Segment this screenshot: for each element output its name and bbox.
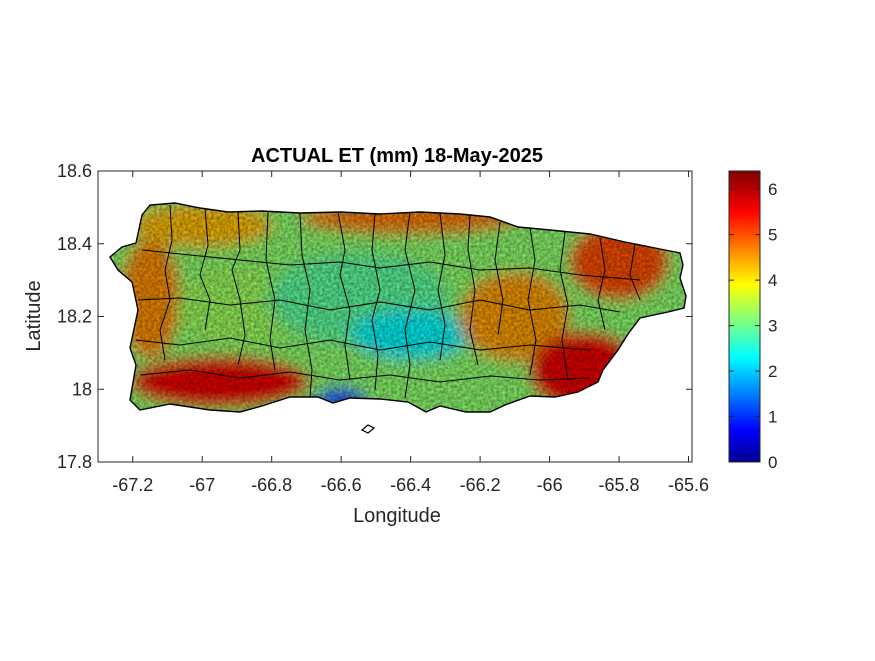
municipality-boundary	[437, 212, 446, 361]
colorbar-tick-label: 3	[768, 317, 777, 336]
municipality-boundary	[629, 243, 641, 301]
x-tick-label: -66.2	[460, 475, 501, 495]
colorbar-tick-label: 5	[768, 226, 777, 245]
municipality-boundary	[199, 207, 211, 331]
y-tick-label: 17.8	[57, 452, 92, 472]
municipality-boundary	[559, 231, 569, 381]
island-outline	[109, 202, 687, 413]
x-tick-label: -67.2	[112, 475, 153, 495]
municipality-boundary	[467, 214, 479, 366]
x-tick-label: -66	[537, 475, 563, 495]
municipality-boundary	[159, 204, 173, 361]
y-tick-label: 18.4	[57, 234, 92, 254]
colorbar-tick-label: 0	[768, 453, 777, 472]
municipality-boundary	[494, 221, 504, 336]
municipality-boundary	[141, 249, 641, 281]
x-axis-label: Longitude	[353, 505, 441, 527]
x-tick-label: -67	[189, 475, 215, 495]
colorbar-tick-label: 1	[768, 408, 777, 427]
y-axis: 17.8 18 18.2 18.4 18.6	[57, 161, 692, 472]
y-tick-label: 18	[72, 379, 92, 399]
municipality-boundary	[597, 237, 606, 331]
y-tick-label: 18.6	[57, 161, 92, 181]
et-raster	[110, 203, 686, 412]
y-axis-label: Latitude	[23, 280, 45, 351]
municipality-boundary	[135, 337, 591, 351]
caja-de-muertos-islet	[360, 424, 376, 434]
x-tick-label: -66.8	[251, 475, 292, 495]
x-tick-label: -65.6	[668, 475, 709, 495]
plot-area: -67.2 -67 -66.8 -66.6 -66.4 -66.2 -66 -65.8 -65.…	[57, 161, 709, 495]
chart-title: ACTUAL ET (mm) 18-May-2025	[251, 145, 543, 167]
x-tick-label: -66.4	[390, 475, 431, 495]
colorbar-tick-label: 2	[768, 362, 777, 381]
municipality-boundary	[137, 297, 621, 313]
municipality-boundary	[299, 212, 313, 398]
municipality-boundaries	[135, 204, 641, 399]
colorbar-gradient	[728, 170, 761, 463]
colorbar-tick-label: 6	[768, 180, 777, 199]
x-tick-label: -66.6	[321, 475, 362, 495]
y-tick-label: 18.2	[57, 307, 92, 327]
colorbar: 0 1 2 3 4 5 6	[728, 170, 777, 472]
x-tick-label: -65.8	[599, 475, 640, 495]
municipality-boundary	[404, 211, 416, 399]
municipality-boundary	[337, 211, 351, 381]
colorbar-tick-label: 4	[768, 271, 777, 290]
municipality-boundary	[231, 211, 246, 366]
municipality-boundary	[371, 213, 381, 391]
municipality-boundary	[527, 227, 537, 376]
municipality-boundary	[139, 369, 591, 383]
x-axis: -67.2 -67 -66.8 -66.6 -66.4 -66.2 -66 -65.8 -65.…	[112, 171, 709, 495]
